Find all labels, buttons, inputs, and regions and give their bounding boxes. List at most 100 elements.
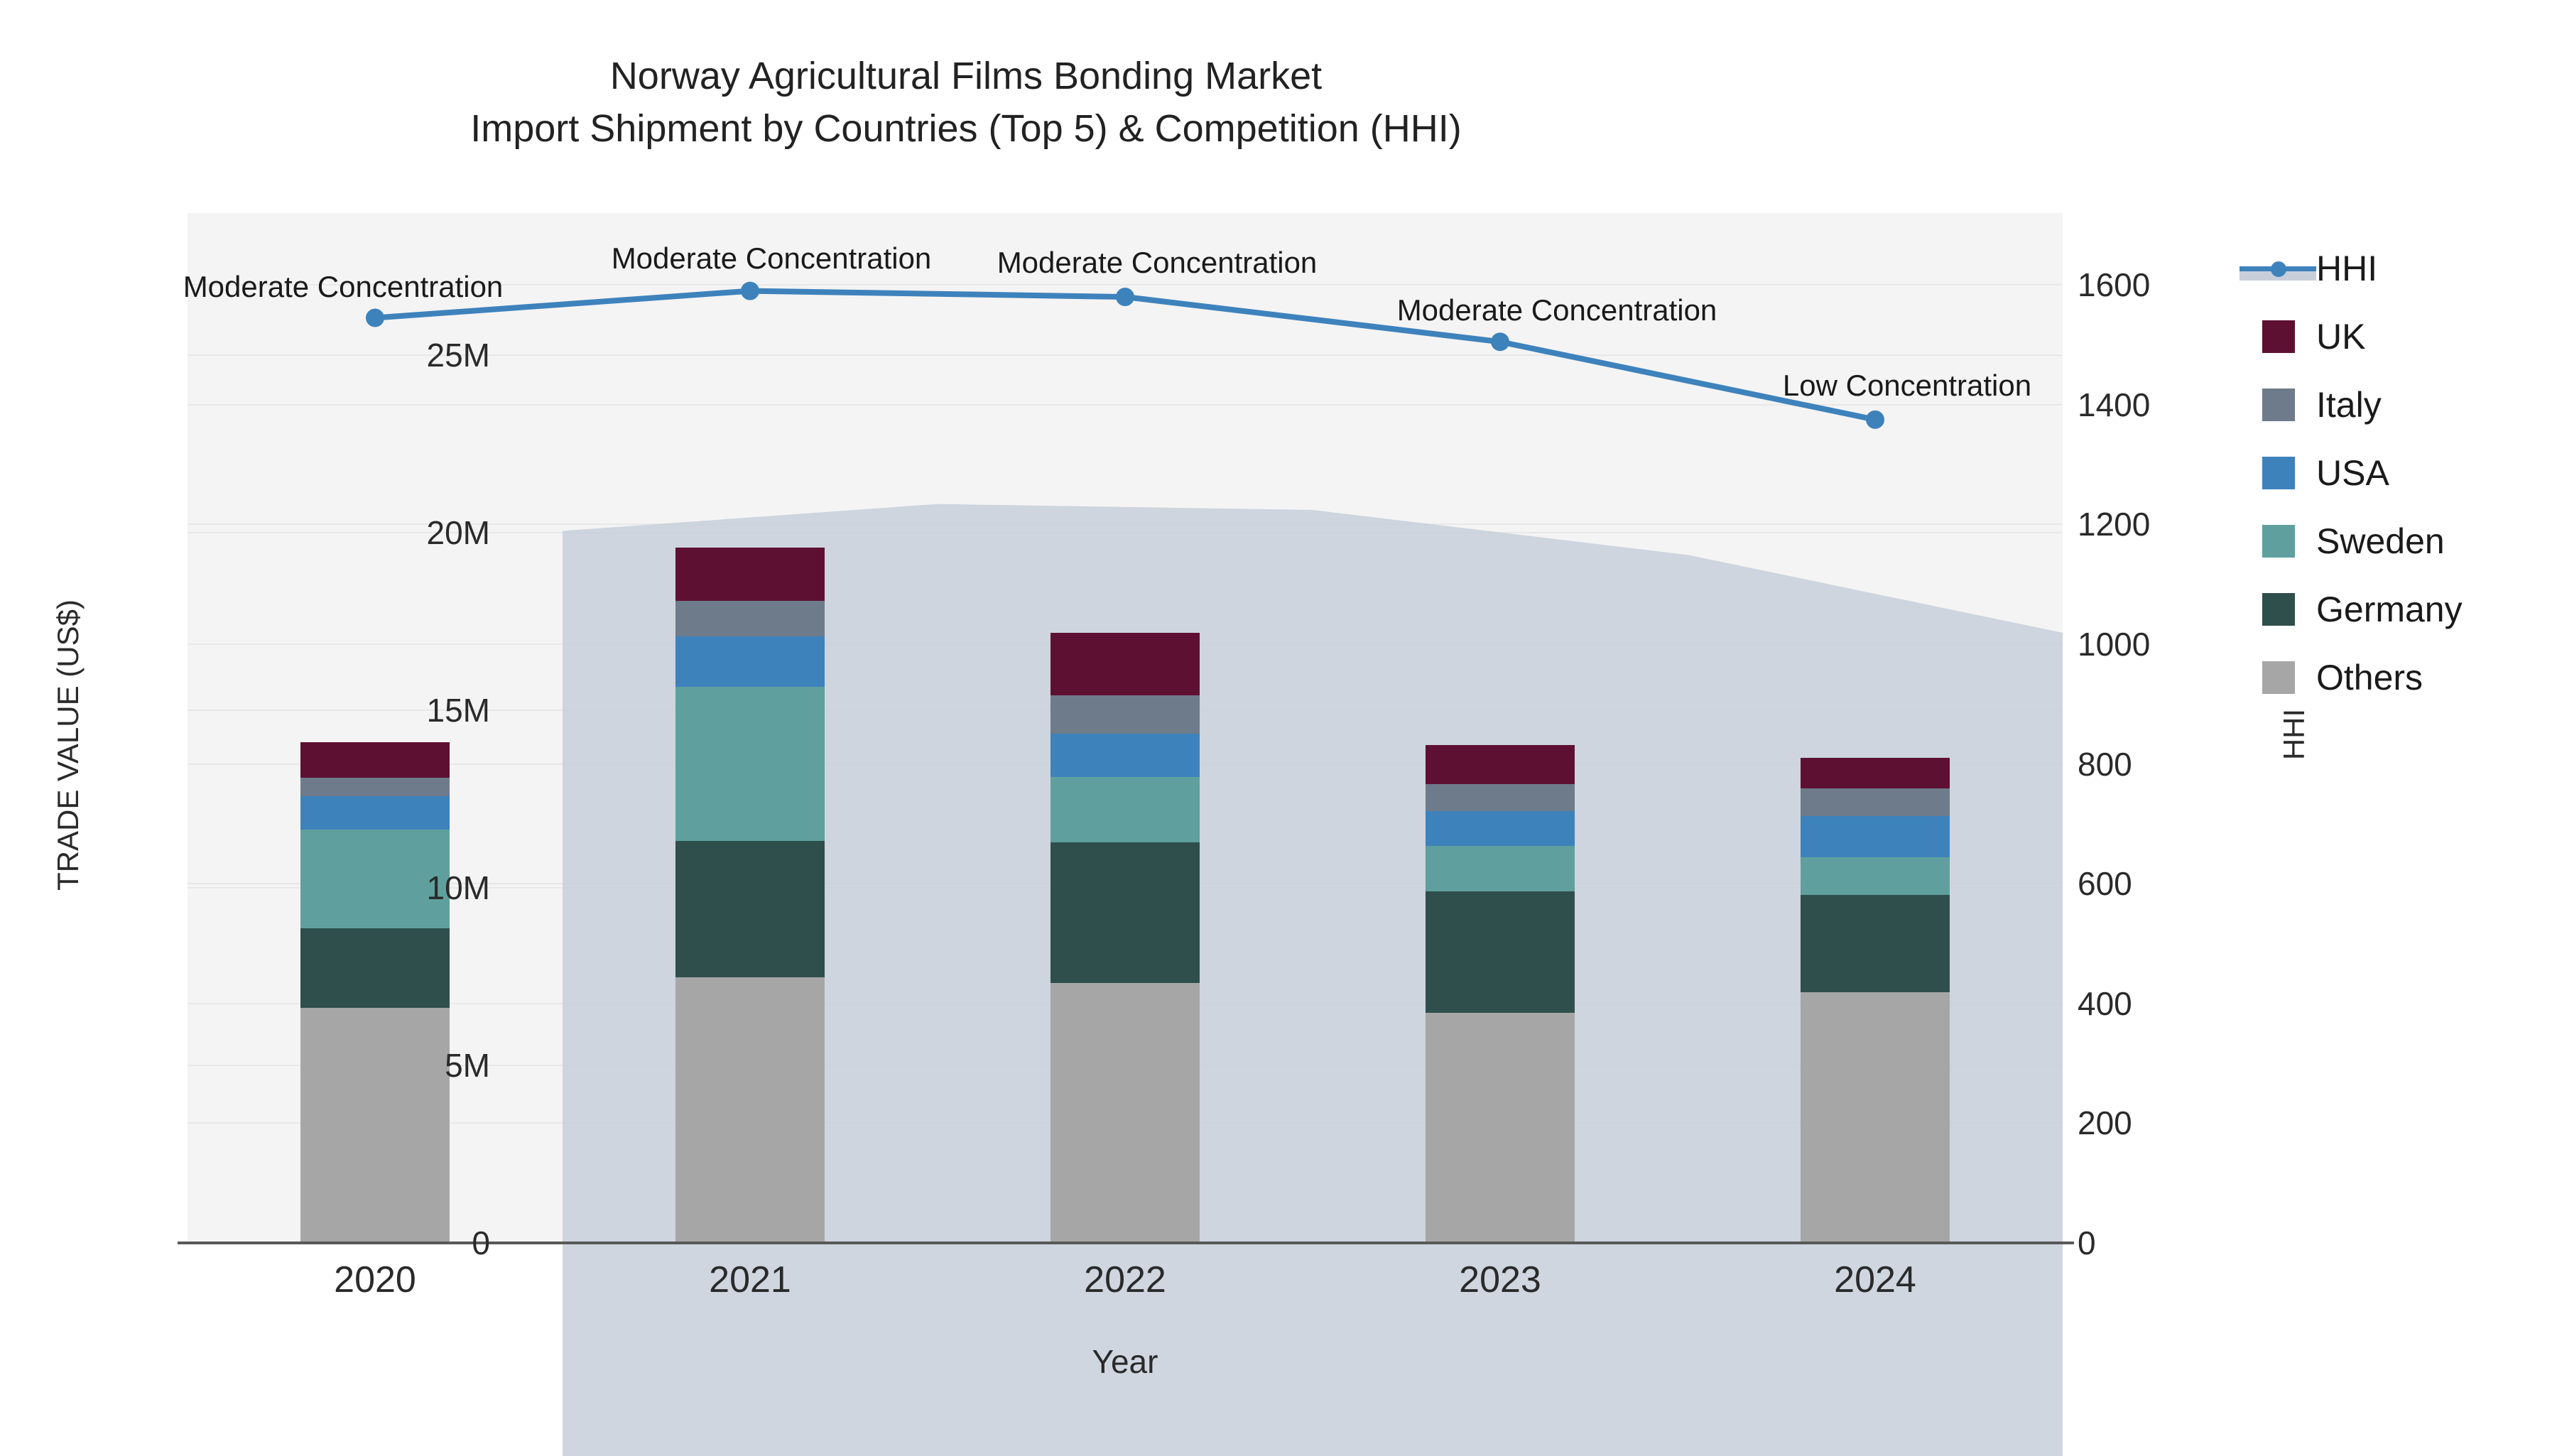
y2-tick-label: 600 bbox=[2078, 865, 2132, 903]
bar-segment-sweden[interactable] bbox=[1801, 857, 1950, 895]
x-axis-title: Year bbox=[1092, 1343, 1158, 1380]
legend-label: Sweden bbox=[2316, 521, 2445, 561]
y-tick-label: 20M bbox=[426, 514, 490, 551]
legend-label: Italy bbox=[2316, 385, 2382, 425]
legend-item-usa[interactable]: USA bbox=[2262, 439, 2546, 507]
hhi-marker[interactable] bbox=[1491, 332, 1509, 352]
bar-segment-germany[interactable] bbox=[1051, 842, 1200, 983]
hhi-line bbox=[372, 288, 1878, 423]
bar-segment-italy[interactable] bbox=[1426, 783, 1575, 811]
bar-group[interactable] bbox=[1426, 745, 1575, 1243]
hhi-marker[interactable] bbox=[1866, 410, 1884, 429]
legend-swatch-icon bbox=[2262, 389, 2295, 421]
bar-segment-sweden[interactable] bbox=[300, 829, 450, 928]
legend-dot-icon bbox=[2271, 261, 2286, 277]
annotation-2021: Moderate Concentration bbox=[611, 241, 932, 275]
x-tick-label-2020: 2020 bbox=[334, 1259, 416, 1300]
y2-tick-label: 1000 bbox=[2078, 625, 2151, 663]
hhi-marker[interactable] bbox=[366, 308, 384, 327]
bar-segment-sweden[interactable] bbox=[675, 686, 825, 841]
bar-segment-germany[interactable] bbox=[675, 841, 825, 977]
y2-tick-label: 0 bbox=[2078, 1224, 2096, 1261]
y-tick-label: 0 bbox=[472, 1224, 490, 1261]
annotation-2020: Moderate Concentration bbox=[183, 269, 504, 303]
legend-item-uk[interactable]: UK bbox=[2262, 303, 2546, 371]
bar-segment-uk[interactable] bbox=[1426, 745, 1575, 784]
bar-segment-germany[interactable] bbox=[1426, 891, 1575, 1013]
y2-tick-label: 200 bbox=[2078, 1104, 2132, 1142]
chart-title: Norway Agricultural Films Bonding Market… bbox=[0, 50, 1932, 155]
hhi-area-fill bbox=[563, 504, 2063, 1456]
legend-item-germany[interactable]: Germany bbox=[2262, 575, 2546, 643]
hhi-marker[interactable] bbox=[1116, 288, 1134, 307]
x-tick-label-2024: 2024 bbox=[1834, 1259, 1916, 1300]
bar-segment-uk[interactable] bbox=[675, 548, 825, 601]
legend-label: HHI bbox=[2316, 249, 2378, 288]
legend-swatch-icon bbox=[2262, 457, 2295, 489]
y2-tick-label: 1600 bbox=[2078, 266, 2151, 304]
annotation-2022: Moderate Concentration bbox=[997, 246, 1318, 280]
x-axis-line bbox=[178, 1242, 2074, 1244]
legend-swatch-icon bbox=[2262, 320, 2295, 353]
hhi-line-layer bbox=[366, 281, 1884, 429]
y2-tick-label: 400 bbox=[2078, 984, 2132, 1022]
bar-segment-usa[interactable] bbox=[1426, 811, 1575, 846]
legend-label: UK bbox=[2316, 317, 2366, 357]
bar-segment-italy[interactable] bbox=[675, 601, 825, 636]
bar-segment-others[interactable] bbox=[675, 977, 825, 1243]
y2-tick-label: 800 bbox=[2078, 745, 2132, 783]
bar-group[interactable] bbox=[675, 548, 825, 1243]
legend-item-others[interactable]: Others bbox=[2262, 643, 2546, 712]
y-tick-label: 25M bbox=[426, 337, 490, 374]
bar-segment-usa[interactable] bbox=[1801, 816, 1950, 857]
y-tick-label: 5M bbox=[445, 1047, 490, 1084]
plot-area bbox=[188, 213, 2063, 1456]
annotation-2024: Low Concentration bbox=[1782, 368, 2032, 402]
legend-item-italy[interactable]: Italy bbox=[2262, 371, 2546, 439]
bar-segment-usa[interactable] bbox=[1051, 733, 1200, 777]
bar-segment-others[interactable] bbox=[1426, 1012, 1575, 1243]
y-tick-label: 10M bbox=[426, 869, 490, 906]
bar-segment-others[interactable] bbox=[300, 1007, 450, 1243]
bar-segment-italy[interactable] bbox=[300, 777, 450, 796]
bar-segment-germany[interactable] bbox=[300, 928, 450, 1008]
hhi-marker[interactable] bbox=[741, 281, 759, 300]
bar-group[interactable] bbox=[1801, 758, 1950, 1243]
gridline-y2 bbox=[188, 284, 2063, 286]
legend-line-marker-icon bbox=[2240, 252, 2316, 285]
legend-label: Germany bbox=[2316, 590, 2463, 629]
bar-group[interactable] bbox=[1051, 633, 1200, 1243]
legend: HHI UK Italy USA Sweden Germany Others bbox=[2240, 234, 2546, 712]
legend-item-sweden[interactable]: Sweden bbox=[2262, 507, 2546, 575]
annotation-2023: Moderate Concentration bbox=[1396, 293, 1717, 327]
legend-label: USA bbox=[2316, 453, 2389, 493]
chart-title-line-1: Norway Agricultural Films Bonding Market bbox=[609, 55, 1323, 97]
bar-segment-sweden[interactable] bbox=[1426, 845, 1575, 891]
gridline-y2 bbox=[188, 403, 2063, 406]
bar-segment-italy[interactable] bbox=[1801, 788, 1950, 816]
bar-segment-sweden[interactable] bbox=[1051, 776, 1200, 842]
bar-group[interactable] bbox=[300, 741, 450, 1243]
hhi-area-and-line bbox=[563, 504, 2063, 1456]
legend-label: Others bbox=[2316, 658, 2423, 697]
legend-swatch-icon bbox=[2262, 593, 2295, 626]
bar-segment-usa[interactable] bbox=[675, 636, 825, 687]
bar-segment-italy[interactable] bbox=[1051, 695, 1200, 734]
bar-segment-uk[interactable] bbox=[1801, 758, 1950, 788]
bar-segment-germany[interactable] bbox=[1801, 895, 1950, 992]
bar-segment-uk[interactable] bbox=[1051, 633, 1200, 695]
x-tick-label-2023: 2023 bbox=[1459, 1259, 1541, 1300]
gridline-y bbox=[188, 354, 2063, 356]
bar-segment-usa[interactable] bbox=[300, 796, 450, 830]
bar-segment-others[interactable] bbox=[1801, 992, 1950, 1243]
y2-tick-label: 1400 bbox=[2078, 386, 2151, 423]
legend-swatch-icon bbox=[2262, 661, 2295, 694]
legend-swatch-icon bbox=[2262, 525, 2295, 558]
legend-item-hhi[interactable]: HHI bbox=[2240, 234, 2546, 303]
bar-segment-others[interactable] bbox=[1051, 983, 1200, 1243]
bar-segment-uk[interactable] bbox=[300, 741, 450, 778]
x-tick-label-2021: 2021 bbox=[709, 1259, 791, 1300]
chart-title-line-2: Import Shipment by Countries (Top 5) & C… bbox=[470, 107, 1462, 150]
y2-tick-label: 1200 bbox=[2078, 506, 2151, 543]
y-axis-title: TRADE VALUE (US$) bbox=[51, 599, 85, 891]
